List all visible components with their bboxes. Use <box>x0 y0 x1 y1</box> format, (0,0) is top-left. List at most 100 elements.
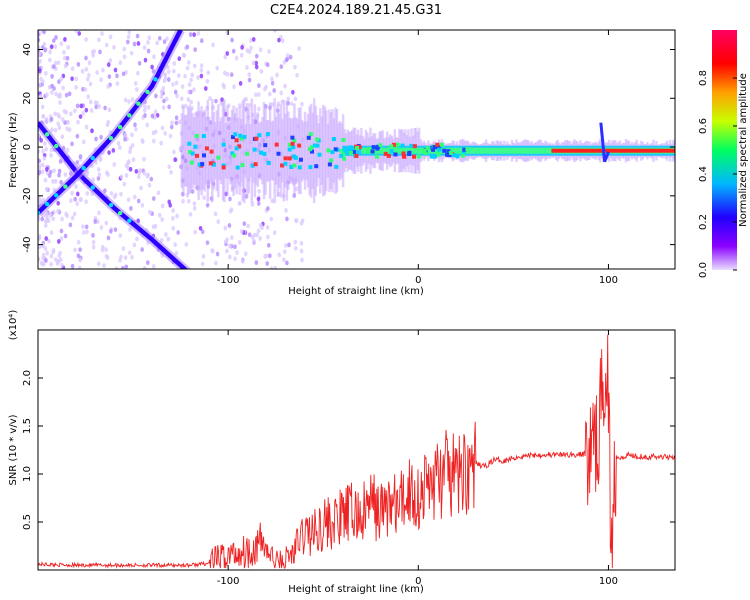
noise-speckle <box>38 170 42 175</box>
noise-speckle <box>50 127 54 133</box>
carrier-blob <box>194 133 199 138</box>
noise-speckle <box>266 242 271 248</box>
noise-speckle <box>129 206 133 211</box>
carrier-blob <box>209 149 214 154</box>
noise-speckle <box>75 103 80 109</box>
carrier-blob <box>412 154 417 159</box>
noise-speckle <box>40 79 45 85</box>
carrier-blob <box>280 163 285 168</box>
noise-speckle <box>49 230 54 236</box>
noise-speckle <box>252 232 257 238</box>
carrier-halo <box>217 104 220 198</box>
noise-speckle <box>41 255 45 261</box>
noise-speckle <box>159 140 164 146</box>
noise-speckle <box>279 64 284 70</box>
noise-speckle <box>277 37 281 43</box>
streak-blob <box>54 193 59 198</box>
streak-blob <box>38 210 41 216</box>
carrier-blob <box>298 157 303 162</box>
noise-speckle <box>148 209 152 215</box>
noise-speckle <box>57 168 62 174</box>
noise-speckle <box>213 211 218 217</box>
noise-speckle <box>134 168 139 174</box>
carrier-blob <box>234 138 239 143</box>
noise-speckle <box>293 239 298 245</box>
noise-speckle <box>151 130 156 136</box>
carrier-blob <box>448 150 453 155</box>
noise-speckle <box>256 196 261 202</box>
carrier-blob <box>204 146 209 151</box>
carrier-blob <box>351 149 356 154</box>
streak-blob <box>63 184 68 189</box>
noise-speckle <box>78 247 82 253</box>
noise-speckle <box>99 225 104 230</box>
noise-speckle <box>66 119 70 125</box>
noise-speckle <box>121 71 126 77</box>
noise-speckle <box>227 223 232 228</box>
noise-speckle <box>64 92 69 98</box>
noise-speckle <box>63 63 68 69</box>
carrier-blob <box>389 149 394 154</box>
carrier-halo <box>319 108 322 194</box>
noise-speckle <box>166 77 171 82</box>
noise-speckle <box>39 137 43 143</box>
noise-speckle <box>73 247 77 253</box>
noise-speckle <box>118 233 123 238</box>
snr-marks <box>38 334 675 569</box>
snr-ticks: -100 0 100 0.5 1.0 1.5 2.0 <box>22 330 675 587</box>
carrier-blob <box>287 147 292 152</box>
carrier-blob <box>354 153 359 158</box>
noise-speckle <box>57 253 61 259</box>
snr-ylabel: SNR (10 * v/v) <box>8 414 19 485</box>
carrier-blob <box>266 160 271 165</box>
noise-speckle <box>93 100 98 106</box>
carrier-blob <box>407 150 412 155</box>
streak-blob <box>108 135 114 141</box>
carrier-blob <box>250 163 255 168</box>
noise-speckle <box>184 242 189 247</box>
noise-speckle <box>130 254 134 260</box>
noise-speckle <box>104 220 109 226</box>
colorbar-tick-label: 0.8 <box>698 70 709 86</box>
noise-speckle <box>76 119 80 125</box>
carrier-halo <box>297 107 301 194</box>
noise-speckle <box>79 197 83 202</box>
carrier-blob <box>402 154 407 159</box>
carrier-halo <box>294 117 298 185</box>
carrier-halo <box>270 121 273 180</box>
noise-speckle <box>246 223 251 229</box>
y-tick-label: 1.0 <box>22 466 33 482</box>
noise-speckle <box>200 261 205 267</box>
carrier-blob <box>425 146 430 151</box>
carrier-blob <box>297 165 302 170</box>
noise-speckle <box>89 108 94 113</box>
chart-title: C2E4.2024.189.21.45.G31 <box>270 3 442 18</box>
noise-speckle <box>287 242 291 248</box>
carrier-blob <box>451 153 456 158</box>
noise-speckle <box>247 232 252 238</box>
noise-speckle <box>135 33 140 39</box>
noise-speckle <box>228 254 232 260</box>
noise-speckle <box>78 265 82 269</box>
carrier-spike <box>599 122 610 163</box>
noise-speckle <box>42 155 47 161</box>
noise-speckle <box>293 245 298 251</box>
noise-speckle <box>149 176 154 182</box>
carrier-blob <box>327 162 332 167</box>
carrier-blob <box>289 164 294 169</box>
noise-speckle <box>47 173 52 178</box>
noise-speckle <box>177 56 182 62</box>
noise-speckle <box>60 117 65 122</box>
noise-speckle <box>100 31 104 36</box>
noise-speckle <box>186 60 191 65</box>
noise-speckle <box>168 133 173 139</box>
carrier-blob <box>339 148 344 153</box>
noise-speckle <box>130 97 135 103</box>
noise-speckle <box>254 64 259 70</box>
noise-speckle <box>162 98 166 104</box>
noise-speckle <box>124 264 129 269</box>
noise-speckle <box>49 261 53 267</box>
noise-speckle <box>146 48 151 54</box>
noise-speckle <box>174 250 179 256</box>
noise-speckle <box>78 114 83 120</box>
